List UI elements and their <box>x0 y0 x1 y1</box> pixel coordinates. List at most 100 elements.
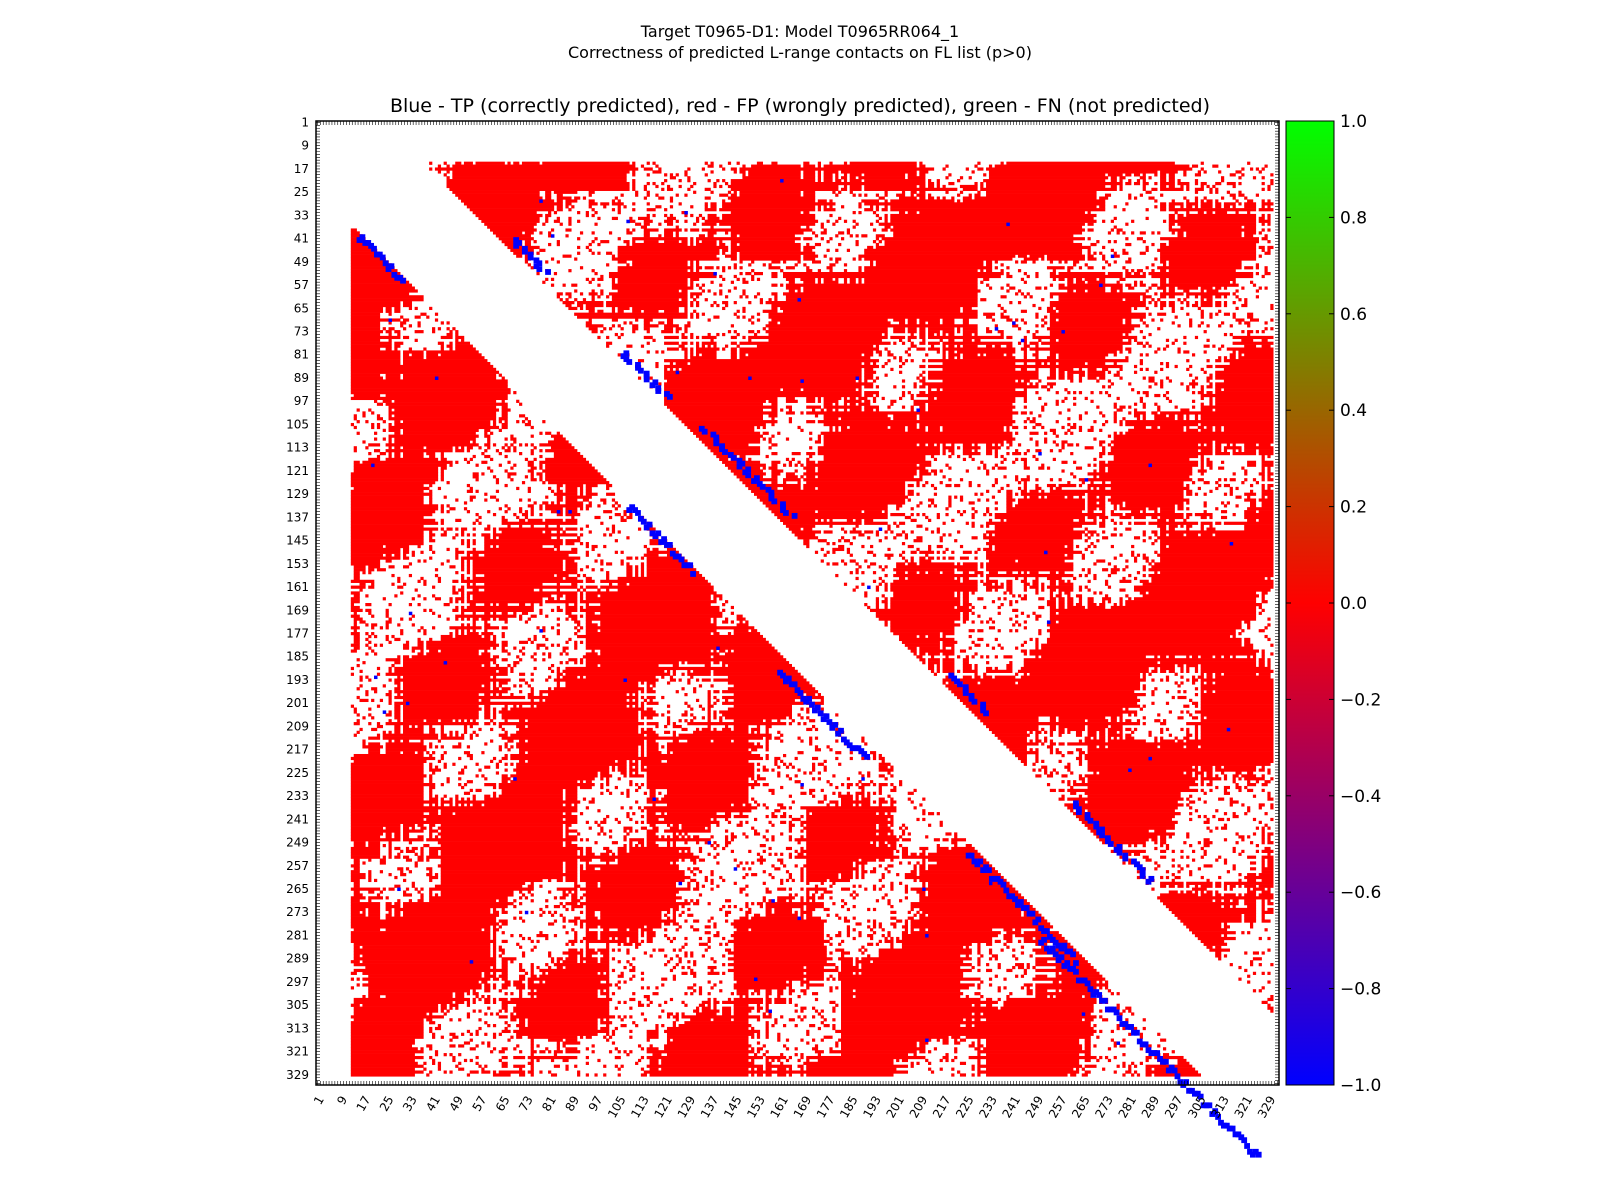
fp-contact-cell <box>829 213 833 218</box>
fp-contact-cell <box>1035 736 1039 740</box>
fp-contact-cell <box>1064 765 1071 769</box>
fp-contact-cell <box>919 332 926 337</box>
fp-contact-cell <box>350 341 392 345</box>
fp-contact-cell <box>1165 364 1170 369</box>
fp-contact-cell <box>1046 783 1051 787</box>
fp-contact-cell <box>1090 425 1094 430</box>
fp-contact-cell <box>1186 483 1190 488</box>
fp-contact-cell <box>1252 817 1257 822</box>
fp-contact-cell <box>919 321 926 325</box>
fp-contact-cell <box>1125 318 1132 322</box>
fp-contact-cell <box>1232 292 1236 296</box>
fp-contact-cell <box>983 173 987 177</box>
fp-contact-cell <box>1075 594 1083 598</box>
fp-contact-cell <box>1049 292 1146 296</box>
fp-contact-cell <box>1113 225 1117 229</box>
fp-contact-cell <box>350 521 439 525</box>
fp-contact-cell <box>672 411 778 415</box>
fp-contact-cell <box>751 321 755 325</box>
fp-contact-cell <box>1241 629 1245 633</box>
fp-contact-cell <box>806 457 810 462</box>
fp-contact-cell <box>1200 666 1271 671</box>
fp-contact-cell <box>452 176 627 180</box>
fp-contact-cell <box>501 405 508 409</box>
fp-contact-cell <box>643 544 647 549</box>
fp-contact-cell <box>1200 301 1213 305</box>
fp-contact-cell <box>762 425 766 430</box>
fp-contact-cell <box>626 556 633 560</box>
fp-contact-cell <box>469 457 473 462</box>
fp-contact-cell <box>1220 510 1228 514</box>
fp-contact-cell <box>429 608 433 613</box>
fp-contact-cell <box>1151 542 1155 546</box>
fp-contact-cell <box>504 454 508 459</box>
fp-contact-cell <box>1177 181 1190 186</box>
fp-contact-cell <box>585 507 589 511</box>
fp-contact-cell <box>533 457 537 462</box>
fp-contact-cell <box>957 510 961 514</box>
fp-contact-cell <box>974 556 978 560</box>
fp-contact-cell <box>1194 181 1199 186</box>
fp-contact-cell <box>1154 350 1158 354</box>
fp-contact-cell <box>890 228 1085 232</box>
fp-contact-cell <box>681 240 688 244</box>
fp-contact-cell <box>1099 196 1109 200</box>
fp-contact-cell <box>788 280 795 284</box>
fp-contact-cell <box>1197 867 1201 871</box>
fp-contact-cell <box>988 626 996 630</box>
fp-contact-cell <box>1206 527 1216 531</box>
fp-contact-cell <box>832 222 836 226</box>
fp-contact-cell <box>1215 481 1219 485</box>
fp-contact-cell <box>629 512 633 517</box>
fp-contact-cell <box>1122 248 1126 252</box>
fp-contact-cell <box>957 446 961 450</box>
fp-contact-cell <box>600 620 711 624</box>
fp-contact-cell <box>907 646 917 650</box>
fp-contact-cell <box>449 347 453 351</box>
fp-contact-cell <box>919 318 940 322</box>
fp-contact-cell <box>864 173 906 177</box>
fp-contact-cell <box>756 330 761 334</box>
fp-contact-cell <box>365 420 369 424</box>
fp-contact-cell <box>1023 571 1027 575</box>
fp-contact-cell <box>803 245 816 250</box>
fp-contact-cell <box>1244 510 1257 514</box>
fp-contact-cell <box>1189 870 1193 874</box>
fp-contact-cell <box>1075 730 1083 734</box>
fp-contact-cell <box>582 298 587 302</box>
fp-contact-cell <box>452 588 456 592</box>
fp-contact-cell <box>695 219 700 223</box>
fp-contact-cell <box>806 469 816 473</box>
fp-contact-cell <box>649 376 653 380</box>
fp-contact-cell <box>1223 332 1228 337</box>
fp-contact-cell <box>1049 771 1054 775</box>
fp-contact-cell <box>498 527 563 531</box>
fp-contact-cell <box>611 254 616 258</box>
fp-contact-cell <box>490 228 537 232</box>
fp-contact-cell <box>1125 274 1146 279</box>
fp-contact-cell <box>875 263 984 267</box>
fp-contact-cell <box>1154 301 1158 305</box>
fp-contact-cell <box>788 408 792 412</box>
fp-contact-cell <box>890 205 1097 209</box>
fp-contact-cell <box>1113 353 1117 357</box>
fp-contact-cell <box>1125 260 1132 264</box>
fp-contact-cell <box>1194 771 1204 775</box>
fp-contact-cell <box>643 335 653 340</box>
fp-contact-cell <box>461 579 584 583</box>
fp-contact-cell <box>713 594 723 598</box>
fp-contact-cell <box>632 260 688 264</box>
fp-contact-cell <box>350 550 401 554</box>
fp-contact-cell <box>872 211 877 215</box>
fp-contact-cell <box>452 327 456 331</box>
fp-contact-cell <box>646 350 650 354</box>
fp-contact-cell <box>553 219 560 223</box>
fp-contact-cell <box>403 335 410 340</box>
fp-contact-cell <box>1078 483 1083 488</box>
fp-contact-cell <box>455 617 459 621</box>
fp-contact-cell <box>1197 797 1201 801</box>
fp-contact-cell <box>1017 623 1022 627</box>
fp-contact-cell <box>1157 553 1274 557</box>
fp-contact-cell <box>1261 904 1265 909</box>
fp-contact-cell <box>507 524 511 528</box>
